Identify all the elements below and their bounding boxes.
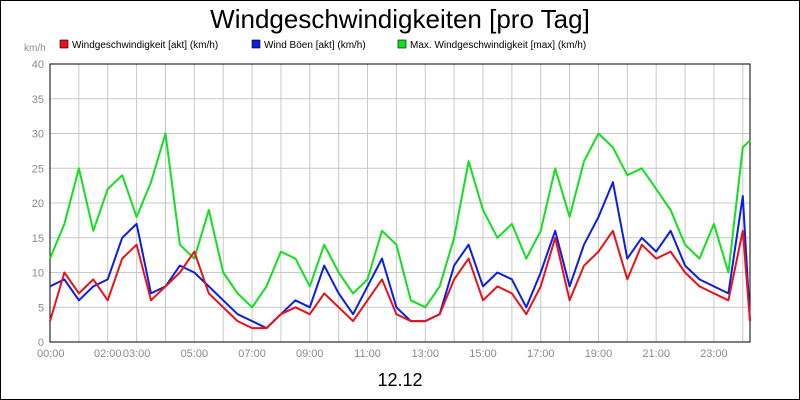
y-tick-label: 35 bbox=[32, 94, 44, 106]
legend-swatch bbox=[397, 39, 407, 49]
y-tick-label: 10 bbox=[32, 268, 44, 280]
y-axis-unit: km/h bbox=[24, 43, 46, 54]
x-tick-label: 03:00 bbox=[123, 348, 151, 360]
x-tick-label: 13:00 bbox=[411, 348, 439, 360]
x-tick-label: 17:00 bbox=[527, 348, 555, 360]
y-tick-label: 5 bbox=[38, 302, 44, 314]
x-tick-label: 07:00 bbox=[238, 348, 266, 360]
date-label: 12.12 bbox=[377, 370, 422, 390]
legend-swatch bbox=[251, 39, 261, 49]
legend-label: Max. Windgeschwindigkeit [max] (km/h) bbox=[410, 40, 586, 51]
legend: Windgeschwindigkeit [akt] (km/h) Wind Böe… bbox=[59, 39, 586, 51]
y-tick-label: 20 bbox=[32, 198, 44, 210]
x-axis-ticks: 00:00 02:00 03:00 05:00 07:00 09:00 11:00 13:00… bbox=[37, 348, 728, 360]
x-tick-label: 21:00 bbox=[642, 348, 670, 360]
x-tick-label: 23:00 bbox=[700, 348, 728, 360]
x-tick-label: 11:00 bbox=[354, 348, 381, 360]
x-tick-label: 00:00 bbox=[37, 348, 65, 360]
chart-title: Windgeschwindigkeiten [pro Tag] bbox=[210, 4, 590, 34]
x-tick-label: 02:00 bbox=[94, 348, 122, 360]
x-tick-label: 05:00 bbox=[181, 348, 209, 360]
y-tick-label: 15 bbox=[32, 233, 44, 245]
series-layer bbox=[49, 132, 751, 330]
plot-area bbox=[49, 63, 751, 343]
x-tick-label: 09:00 bbox=[296, 348, 324, 360]
legend-label: Windgeschwindigkeit [akt] (km/h) bbox=[72, 40, 218, 51]
legend-swatch bbox=[59, 39, 69, 49]
y-tick-label: 0 bbox=[38, 337, 44, 349]
x-tick-label: 19:00 bbox=[585, 348, 613, 360]
x-tick-label: 15:00 bbox=[469, 348, 497, 360]
legend-label: Wind Böen [akt] (km/h) bbox=[264, 40, 366, 51]
y-tick-label: 25 bbox=[32, 163, 44, 175]
y-tick-label: 40 bbox=[32, 59, 44, 71]
series-line bbox=[49, 229, 751, 330]
y-tick-label: 30 bbox=[32, 129, 44, 141]
grid bbox=[50, 64, 750, 342]
y-axis-ticks: 0 5 10 15 20 25 30 35 40 bbox=[32, 59, 44, 349]
series-line bbox=[49, 132, 751, 309]
